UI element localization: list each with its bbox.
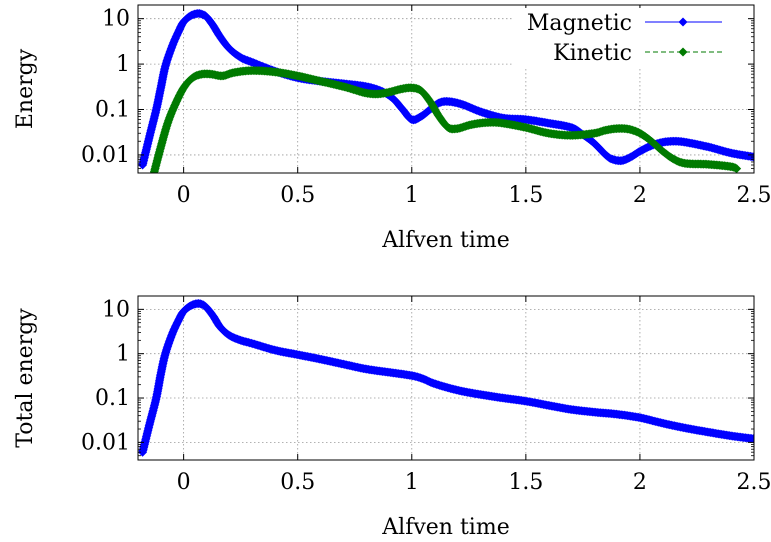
- legend-label-magnetic: Magnetic: [527, 11, 632, 36]
- total-energy-ticks: 0 0.5 1 1.5 2 2.5 0.01 0.1 1 10: [81, 296, 771, 495]
- y-tick-label: 10: [102, 297, 130, 322]
- series-line-series-0: [142, 302, 754, 453]
- y-tick-label: 0.01: [81, 430, 130, 455]
- x-tick-label: 0: [177, 183, 191, 208]
- y-tick-label: 0.1: [95, 98, 130, 123]
- x-tick-label: 2: [633, 183, 647, 208]
- y-tick-label: 10: [102, 7, 130, 32]
- x-tick-label: 0: [177, 470, 191, 495]
- legend-label-kinetic: Kinetic: [553, 41, 632, 66]
- energy-y-axis-label: Energy: [13, 48, 38, 129]
- total-energy-series-group: [138, 298, 754, 457]
- legend-marker-magnetic: [678, 17, 688, 27]
- total-energy-plot-frame: [137, 295, 755, 461]
- y-tick-label: 1: [116, 342, 130, 367]
- series-markers-series-0: [138, 298, 754, 457]
- y-tick-label: 0.01: [81, 143, 130, 168]
- x-tick-label: 2.5: [737, 470, 771, 495]
- total-energy-grid: [138, 296, 755, 460]
- data-marker: [732, 164, 742, 173]
- series-markers-magnetic: [138, 8, 754, 170]
- total-energy-y-axis-label: Total energy: [13, 308, 38, 448]
- data-marker: [748, 434, 754, 444]
- series-markers-kinetic: [149, 66, 742, 173]
- x-tick-label: 1: [405, 183, 419, 208]
- energy-legend: Magnetic Kinetic: [512, 8, 748, 68]
- y-tick-label: 0.1: [95, 386, 130, 411]
- legend-background: [512, 8, 748, 68]
- x-tick-label: 0.5: [280, 470, 315, 495]
- x-tick-label: 1: [405, 470, 419, 495]
- energy-series-group: [138, 8, 754, 173]
- x-tick-label: 2.5: [737, 183, 771, 208]
- total-energy-chart: 0 0.5 1 1.5 2 2.5 0.01 0.1 1 10 Alfven time Total…: [13, 295, 771, 540]
- total-energy-x-axis-label: Alfven time: [381, 515, 509, 540]
- energy-x-axis-label: Alfven time: [381, 228, 509, 253]
- y-tick-label: 1: [116, 52, 130, 77]
- energy-plot-frame: [137, 4, 755, 174]
- legend-marker-kinetic: [678, 47, 688, 57]
- energy-ticks: 0 0.5 1 1.5 2 2.5 0.01 0.1 1 10: [81, 5, 771, 208]
- energy-chart: 0 0.5 1 1.5 2 2.5 0.01 0.1 1 10 Alfven time Energ…: [13, 4, 771, 253]
- x-tick-label: 1.5: [508, 470, 543, 495]
- x-tick-label: 0.5: [280, 183, 315, 208]
- x-tick-label: 1.5: [508, 183, 543, 208]
- x-tick-label: 2: [633, 470, 647, 495]
